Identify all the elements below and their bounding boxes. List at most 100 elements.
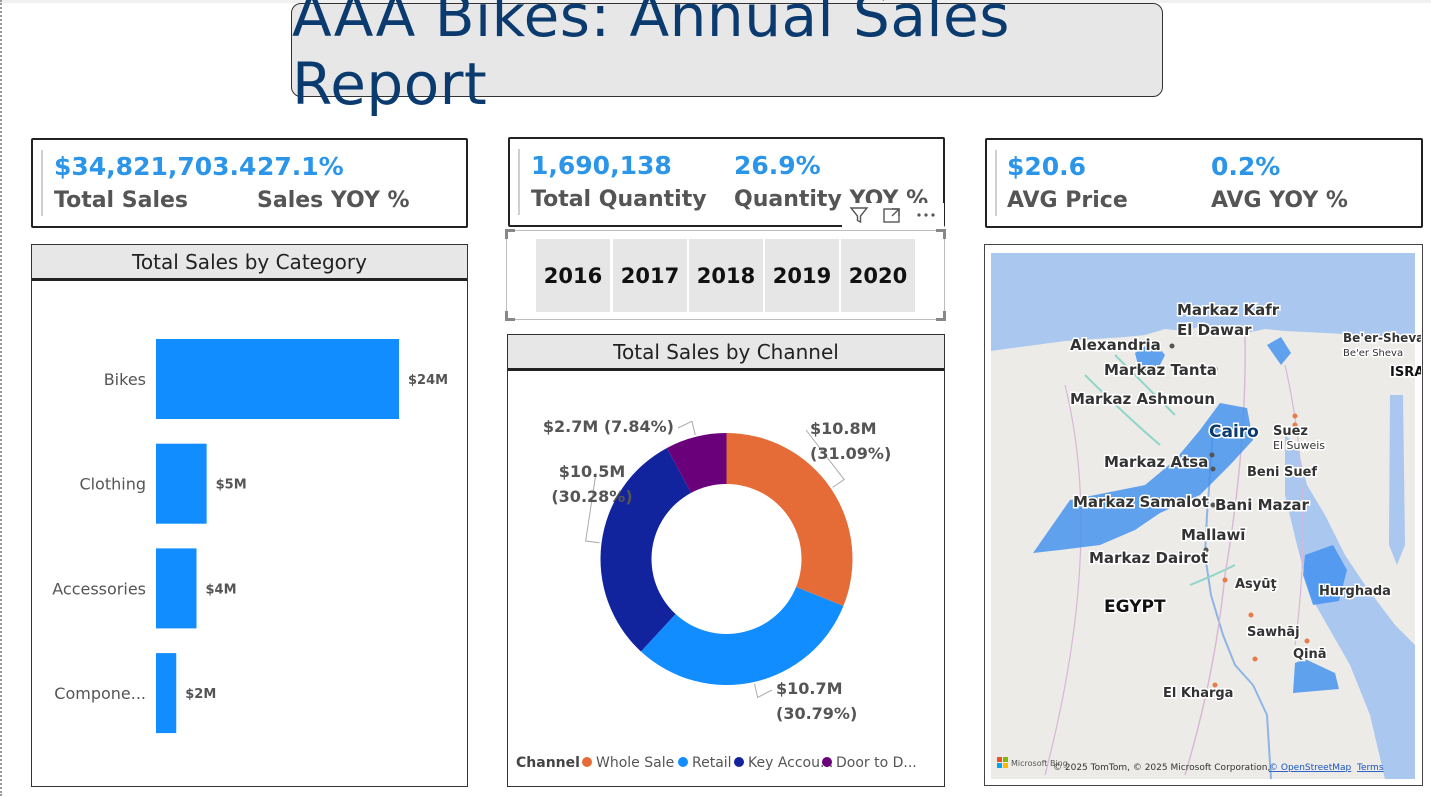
map-label: Be'er-Sheva <box>1343 331 1421 345</box>
more-options-icon[interactable] <box>915 205 937 230</box>
map-road <box>1184 334 1246 776</box>
kpi-accent-bar <box>41 150 43 216</box>
quantity-yoy-value: 26.9% <box>734 151 821 180</box>
map-label: El Suweis <box>1273 439 1325 452</box>
year-button-2018[interactable]: 2018 <box>689 239 763 312</box>
donut-slice[interactable] <box>726 433 853 607</box>
donut-slice[interactable] <box>640 587 844 685</box>
leader-line <box>585 472 600 544</box>
year-slicer[interactable]: 2016 2017 2018 2019 2020 <box>505 229 946 321</box>
total-quantity-label: Total Quantity <box>531 187 707 212</box>
year-button-2020[interactable]: 2020 <box>841 239 915 312</box>
map-gulf-aqaba <box>1389 395 1405 565</box>
leader-line <box>805 429 845 488</box>
resize-handle[interactable] <box>505 229 515 239</box>
map-road <box>1114 354 1176 416</box>
sales-yoy-value: 27.1% <box>257 152 344 181</box>
map-label: Alexandria <box>1070 336 1161 354</box>
category-bar-chart-panel[interactable]: Total Sales by Category Bikes $24M Clothin… <box>31 244 468 787</box>
map-label: Sawhāj <box>1247 625 1300 640</box>
year-button-2016[interactable]: 2016 <box>536 239 610 312</box>
resize-handle[interactable] <box>936 229 946 239</box>
category-label: Compone... <box>54 684 146 703</box>
total-sales-label: Total Sales <box>54 188 189 213</box>
donut-slice[interactable] <box>666 433 727 493</box>
legend-marker <box>678 757 688 767</box>
slice-data-label: $10.7M <box>776 679 843 698</box>
focus-mode-icon[interactable] <box>882 205 902 230</box>
map-road <box>1084 374 1161 446</box>
category-chart-title: Total Sales by Category <box>32 245 467 281</box>
map-label: Markaz Kafr <box>1177 301 1280 319</box>
map-road <box>1189 564 1236 586</box>
visual-header-toolbar <box>842 203 944 231</box>
legend-item[interactable]: Retail <box>692 755 732 771</box>
bar-1[interactable] <box>156 443 207 524</box>
slice-percent-label: (30.79%) <box>776 704 857 723</box>
map-label: El Kharga <box>1163 686 1233 701</box>
slice-percent-label: (31.09%) <box>810 444 891 463</box>
year-button-2019[interactable]: 2019 <box>765 239 839 312</box>
resize-handle[interactable] <box>505 311 515 321</box>
map-river-nile <box>1203 424 1272 780</box>
legend-item[interactable]: Door to D... <box>836 755 917 771</box>
kpi-card-price[interactable]: $20.6 AVG Price 0.2% AVG YOY % <box>985 138 1423 228</box>
map-attribution: © 2025 TomTom, © 2025 Microsoft Corporat… <box>1053 763 1270 773</box>
resize-handle[interactable] <box>936 311 946 321</box>
top-border <box>0 0 1431 3</box>
legend-marker <box>734 757 744 767</box>
channel-donut-chart: $10.8M (31.09%) $10.7M (30.79%) $10.5M (30.28… <box>516 417 917 771</box>
map-label: Qinā <box>1293 647 1327 662</box>
map-label: ISRA <box>1390 365 1421 380</box>
bar-data-label: $5M <box>216 478 247 493</box>
map-label: Beni Suef <box>1247 465 1317 480</box>
map-label: Markaz Tanta <box>1104 361 1217 379</box>
avg-yoy-value: 0.2% <box>1211 152 1281 181</box>
map-terms-link[interactable]: Terms <box>1356 763 1384 773</box>
egypt-map[interactable]: Markaz Kafr El Dawar Alexandria Markaz T… <box>985 245 1421 784</box>
legend-item[interactable]: Whole Sale <box>596 755 674 771</box>
slicer-selection-frame <box>506 230 945 320</box>
map-label: El Dawar <box>1177 321 1252 339</box>
map-label: Be'er Sheva <box>1343 348 1403 359</box>
legend-item[interactable]: Key Accou... <box>748 755 833 771</box>
map-label: Markaz Samalot <box>1073 493 1209 511</box>
map-label: Suez <box>1273 424 1308 439</box>
year-button-2017[interactable]: 2017 <box>613 239 687 312</box>
slice-data-label: $2.7M (7.84%) <box>543 417 674 436</box>
bar-2[interactable] <box>156 548 197 629</box>
map-region-highlight[interactable] <box>1293 659 1339 693</box>
sales-yoy-label: Sales YOY % <box>257 188 410 213</box>
map-region-highlight[interactable] <box>1135 341 1165 375</box>
bar-3[interactable] <box>156 653 177 734</box>
avg-yoy-label: AVG YOY % <box>1211 188 1348 213</box>
map-region-highlight[interactable] <box>1267 337 1291 365</box>
map-attribution-logo: Microsoft Bing <box>1011 759 1068 768</box>
category-label: Accessories <box>52 579 146 598</box>
slice-percent-label: (30.28%) <box>551 487 632 506</box>
bar-0[interactable] <box>156 339 399 419</box>
slice-data-label: $10.8M <box>810 419 877 438</box>
map-label: Markaz Ashmoun <box>1070 390 1215 408</box>
channel-donut-chart-panel[interactable]: Total Sales by Channel $10.8M (31.09%) $10… <box>507 334 945 787</box>
total-sales-value: $34,821,703.4 <box>54 152 257 181</box>
category-bar-chart: Bikes $24M Clothing $5M Accessories $4M Compon… <box>52 339 448 734</box>
legend-marker <box>582 757 592 767</box>
channel-chart-title: Total Sales by Channel <box>508 335 944 371</box>
kpi-card-sales[interactable]: $34,821,703.4 Total Sales 27.1% Sales YO… <box>31 138 468 228</box>
legend-marker <box>822 757 832 767</box>
map-region-highlight[interactable] <box>1033 403 1253 553</box>
map-road <box>1284 364 1304 646</box>
leader-line <box>754 683 773 699</box>
map-openstreetmap-link[interactable]: © OpenStreetMap <box>1269 763 1352 773</box>
map-sea-mediterranean <box>991 253 1415 351</box>
map-label: Hurghada <box>1319 584 1391 599</box>
map-sea-red <box>1285 435 1415 779</box>
microsoft-logo-icon <box>997 757 1008 768</box>
sales-map-panel[interactable]: Markaz Kafr El Dawar Alexandria Markaz T… <box>984 244 1423 786</box>
filter-icon[interactable] <box>849 205 869 230</box>
map-label: EGYPT <box>1104 597 1166 617</box>
donut-slice[interactable] <box>600 447 692 652</box>
slice-data-label: $10.5M <box>559 462 626 481</box>
map-region-highlight[interactable] <box>1303 545 1347 605</box>
